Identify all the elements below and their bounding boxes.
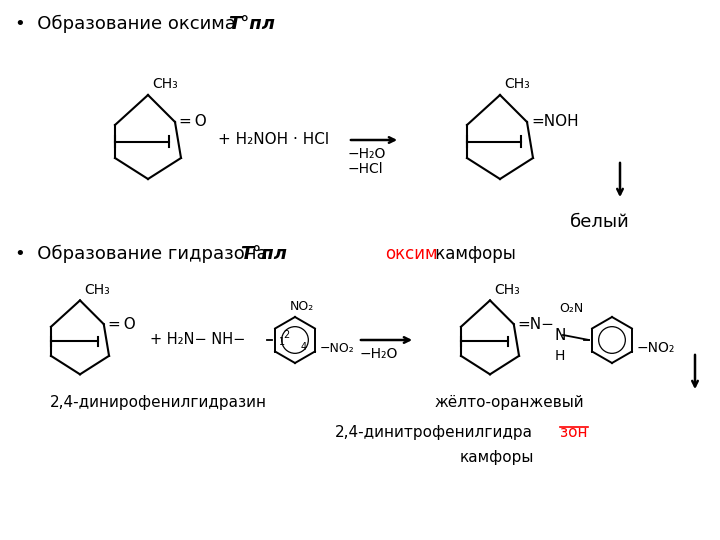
Text: O₂N: O₂N <box>559 302 584 315</box>
Text: белый: белый <box>570 213 630 231</box>
Text: T°пл: T°пл <box>228 15 275 33</box>
Text: 2,4-динитрофенилгидра: 2,4-динитрофенилгидра <box>335 425 533 440</box>
Text: −HCl: −HCl <box>348 162 384 176</box>
Text: N: N <box>555 327 567 342</box>
Text: 1: 1 <box>279 337 285 347</box>
Text: T°пл: T°пл <box>240 245 287 263</box>
Text: =NOH: =NOH <box>531 114 579 130</box>
Text: CH₃: CH₃ <box>504 78 530 91</box>
Text: −H₂O: −H₂O <box>348 147 387 161</box>
Text: + H₂NOH · HCl: + H₂NOH · HCl <box>218 132 329 147</box>
Text: =N−: =N− <box>518 316 554 332</box>
Text: оксим: оксим <box>385 245 438 263</box>
Text: 2,4-динирофенилгидразин: 2,4-динирофенилгидразин <box>50 395 267 410</box>
Text: H: H <box>555 349 565 363</box>
Text: = O: = O <box>179 114 207 130</box>
Text: CH₃: CH₃ <box>494 283 520 297</box>
Text: CH₃: CH₃ <box>84 283 109 297</box>
Text: = O: = O <box>108 316 135 332</box>
Text: камфоры: камфоры <box>430 245 516 263</box>
Text: + H₂N− NH−: + H₂N− NH− <box>150 333 246 348</box>
Text: NO₂: NO₂ <box>290 300 314 313</box>
Text: 2: 2 <box>283 330 289 340</box>
Text: −H₂O: −H₂O <box>360 347 398 361</box>
Text: зон: зон <box>560 425 588 440</box>
Text: CH₃: CH₃ <box>152 78 178 91</box>
Text: −NO₂: −NO₂ <box>320 341 355 354</box>
Text: •  Образование гидразона: • Образование гидразона <box>15 245 274 263</box>
Text: •  Образование оксима: • Образование оксима <box>15 15 242 33</box>
Text: −NO₂: −NO₂ <box>637 341 675 355</box>
Text: жёлто-оранжевый: жёлто-оранжевый <box>435 395 585 410</box>
Text: камфоры: камфоры <box>460 450 534 465</box>
Text: 4: 4 <box>301 342 307 352</box>
